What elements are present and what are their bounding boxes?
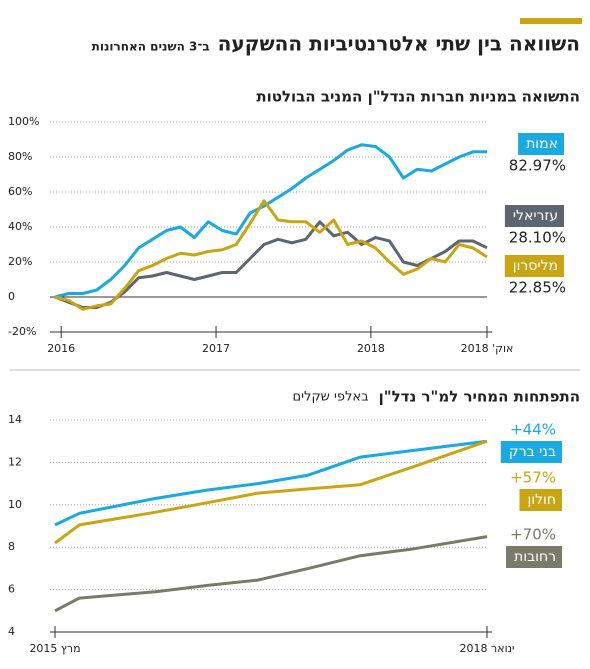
y-tick-label: 60% xyxy=(8,185,32,198)
y-tick-label: 12 xyxy=(8,455,22,468)
y-tick-label: 80% xyxy=(8,150,32,163)
chart-title: התפתחות המחיר למ"ר נדל"ן xyxy=(379,388,580,406)
legend-label: רחובות xyxy=(514,549,556,565)
y-tick-label: -20% xyxy=(8,325,36,338)
y-tick-label: 14 xyxy=(8,413,22,426)
legend-box xyxy=(519,489,562,511)
y-tick-label: 6 xyxy=(8,583,15,596)
value-label: 82.97% xyxy=(509,157,566,175)
value-label: 22.85% xyxy=(509,279,566,297)
series-line xyxy=(54,439,488,527)
series-line xyxy=(54,199,488,311)
legend-label: חולון xyxy=(527,492,556,508)
y-tick-label: 20% xyxy=(8,255,32,268)
x-tick-label: אוק' 2018 xyxy=(461,342,514,355)
x-tick-label: 2016 xyxy=(47,342,75,355)
legend-box xyxy=(506,546,562,568)
x-tick-label: 2018 xyxy=(357,342,385,355)
header-bar xyxy=(520,18,582,24)
page-title: השוואה בין שתי אלטרנטיביות ההשקעה xyxy=(218,32,580,56)
legend-box xyxy=(500,441,562,463)
annotation: +70% xyxy=(510,526,556,544)
series-line xyxy=(54,535,488,613)
legend-label: בני ברק xyxy=(509,444,556,460)
y-tick-label: 4 xyxy=(8,625,15,638)
value-label: 28.10% xyxy=(509,229,566,247)
y-tick-label: 40% xyxy=(8,220,32,233)
y-tick-label: 10 xyxy=(8,498,22,511)
annotation: +44% xyxy=(510,421,556,439)
x-tick-label: 2017 xyxy=(202,342,230,355)
legend-box xyxy=(518,133,564,155)
series-line xyxy=(54,220,488,309)
legend-box xyxy=(504,255,564,277)
legend-label: אמות xyxy=(526,136,558,152)
y-tick-label: 100% xyxy=(8,115,39,128)
page-subtitle: ב־3 השנים האחרונות xyxy=(92,40,210,54)
x-tick-label: מרץ 2015 xyxy=(29,642,80,655)
series-line xyxy=(54,143,487,299)
y-tick-label: 8 xyxy=(8,540,15,553)
chart-title: התשואה במניות חברות הנדל"ן המניב הבולטות xyxy=(256,88,580,106)
legend-label: עזריאלי xyxy=(513,208,558,224)
series-line xyxy=(54,439,488,545)
legend-box xyxy=(504,205,564,227)
annotation: +57% xyxy=(510,469,556,487)
y-tick-label: 0 xyxy=(8,290,15,303)
x-tick-label: ינואר 2018 xyxy=(460,642,515,655)
legend-label: מליסרון xyxy=(513,258,558,274)
chart-subtitle: באלפי שקלים xyxy=(293,390,369,405)
